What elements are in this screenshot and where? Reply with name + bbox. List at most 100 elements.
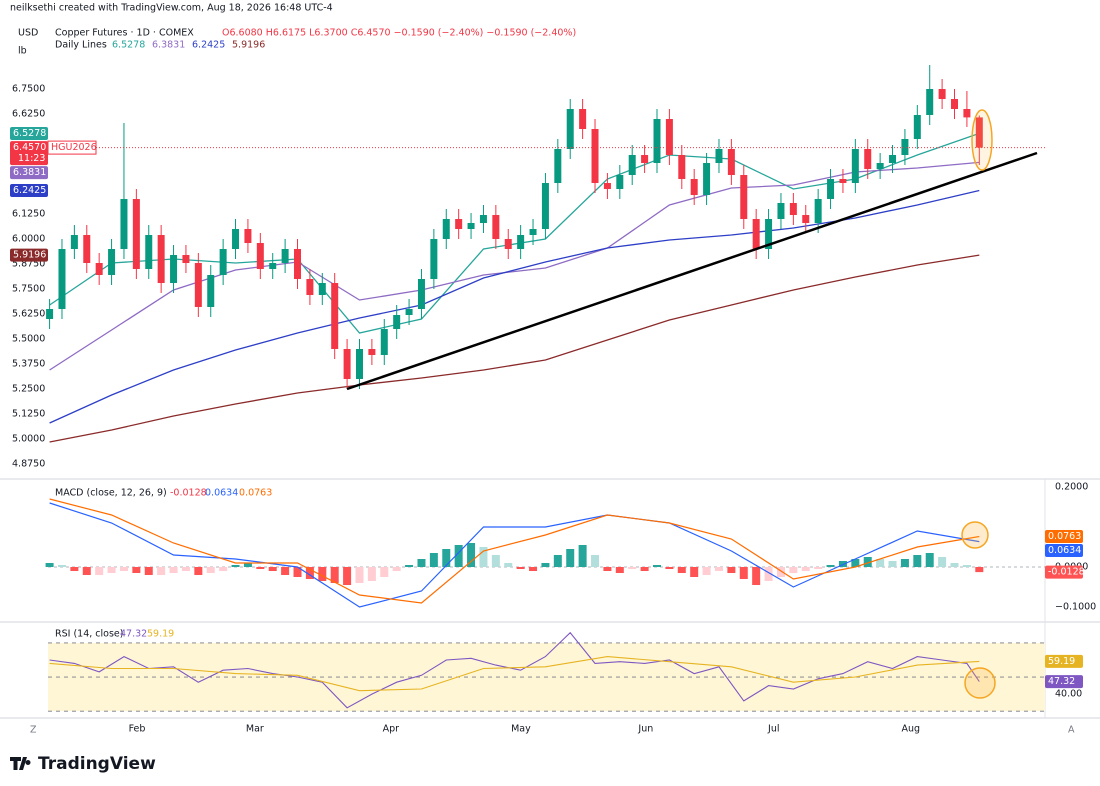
candle-body	[108, 249, 116, 275]
histogram-bar	[652, 565, 661, 567]
candle-body	[938, 89, 946, 99]
price-tag-label: 47.32	[1048, 676, 1075, 687]
candle-body	[442, 219, 450, 239]
y-tick-label: 5.0000	[12, 434, 45, 445]
candle-body	[504, 239, 512, 249]
x-tick-label: Jun	[637, 724, 653, 735]
histogram-bar	[45, 563, 54, 567]
candle-body	[219, 249, 227, 275]
candle-body	[616, 175, 624, 189]
histogram-bar	[107, 567, 116, 573]
candle-body	[430, 239, 438, 279]
candle-body	[517, 235, 525, 249]
candle-body	[70, 235, 78, 249]
price-tag-label: -0.0128	[1048, 567, 1085, 578]
symbol-tag	[47, 140, 97, 155]
legend-value: 5.9196	[232, 40, 265, 51]
candle-body	[479, 215, 487, 223]
histogram-bar	[181, 567, 190, 571]
candle-body	[380, 329, 388, 355]
candle-body	[628, 155, 636, 175]
histogram-bar	[776, 567, 785, 577]
histogram-bar	[392, 567, 401, 571]
y-tick-label: 4.8750	[12, 459, 45, 470]
histogram-bar	[268, 567, 277, 571]
price-tag	[1045, 565, 1083, 579]
histogram-bar	[380, 567, 389, 577]
price-tag	[1045, 654, 1083, 668]
candle-body	[777, 203, 785, 219]
histogram-bar	[900, 559, 909, 567]
candle-body	[132, 199, 140, 269]
y-tick-label: 40.00	[1055, 689, 1082, 700]
brand: TradingView	[38, 754, 156, 774]
candle-body	[157, 235, 165, 283]
histogram-bar	[206, 567, 215, 573]
histogram-bar	[578, 545, 587, 567]
candle-body	[641, 155, 649, 163]
histogram-bar	[194, 567, 203, 575]
candle-body	[591, 129, 599, 183]
candle-body	[467, 223, 475, 229]
logo-mark	[10, 757, 31, 770]
unit: lb	[18, 46, 27, 57]
candle-body	[715, 149, 723, 163]
histogram-bar	[491, 555, 500, 567]
y-tick-label: 5.2500	[12, 384, 45, 395]
histogram-bar	[157, 567, 166, 575]
x-tick-label: Mar	[246, 724, 264, 735]
histogram-bar	[591, 555, 600, 567]
histogram-bar	[95, 567, 104, 575]
candle-body	[876, 163, 884, 169]
candle-body	[58, 249, 66, 309]
y-tick-label: 6.6250	[12, 109, 45, 120]
candle-body	[926, 89, 934, 115]
candle-body	[244, 229, 252, 243]
readout-value: 47.32	[120, 629, 147, 640]
histogram-bar	[851, 559, 860, 567]
readout-value: -0.0128	[170, 488, 207, 499]
candle-body	[690, 179, 698, 195]
price-tag-label: 6.2425	[13, 185, 46, 196]
histogram-bar	[640, 567, 649, 571]
candle-body	[703, 163, 711, 195]
histogram-bar	[318, 567, 327, 581]
readout-value: 0.0634	[205, 488, 238, 499]
histogram-bar	[504, 563, 513, 567]
readout-value: 0.0763	[239, 488, 272, 499]
histogram-bar	[665, 567, 674, 569]
price-tag	[10, 126, 48, 140]
price-tag	[10, 166, 48, 180]
candle-body	[889, 155, 897, 163]
x-tick-label: May	[511, 724, 531, 735]
readout-value: 59.19	[147, 629, 174, 640]
candle-body	[765, 219, 773, 249]
moving-average-line	[49, 161, 980, 371]
moving-average-line	[49, 132, 980, 334]
candle-body	[95, 263, 103, 275]
candle-body	[665, 119, 673, 155]
candle-body	[678, 155, 686, 179]
y-tick-label: 6.1250	[12, 209, 45, 220]
candle-body	[405, 309, 413, 315]
histogram-bar	[82, 567, 91, 575]
histogram-bar	[826, 565, 835, 567]
histogram-bar	[603, 567, 612, 571]
histogram-bar	[417, 559, 426, 567]
histogram-bar	[888, 561, 897, 567]
candle-body	[294, 249, 302, 279]
price-tag-label: 0.0634	[1048, 545, 1081, 556]
highlight-circle	[971, 109, 993, 171]
panel-title: RSI (14, close)	[55, 629, 123, 640]
x-tick-label: Apr	[383, 724, 400, 735]
histogram-bar	[615, 567, 624, 573]
histogram-bar	[962, 565, 971, 567]
histogram-bar	[144, 567, 153, 575]
rsi-line	[49, 631, 980, 709]
price-tag-label: 5.9196	[13, 250, 46, 261]
candle-body	[827, 179, 835, 199]
histogram-bar	[801, 567, 810, 571]
histogram-bar	[70, 567, 79, 571]
